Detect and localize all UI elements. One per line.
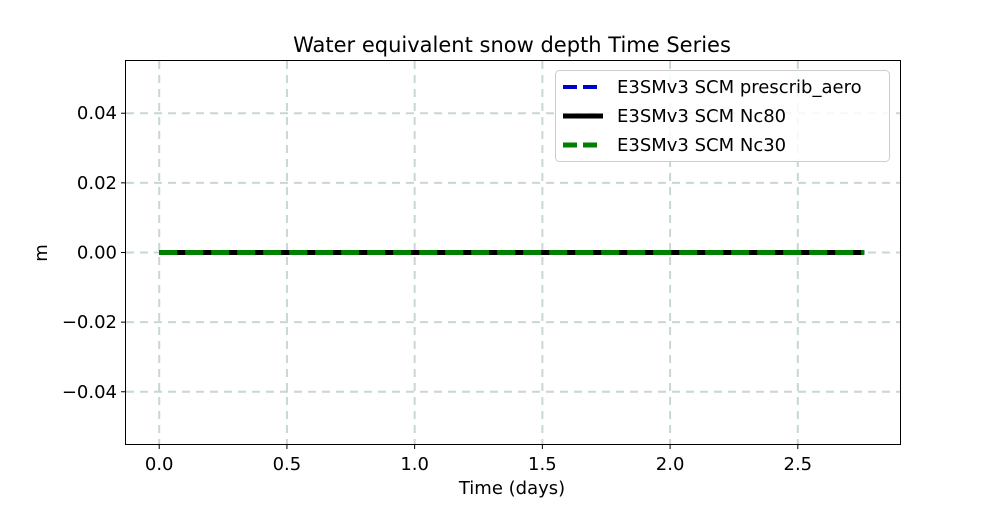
x-axis-label: Time (days) xyxy=(458,478,565,499)
y-tick-label: 0.00 xyxy=(77,243,117,264)
x-tick-label: 1.5 xyxy=(528,454,557,475)
x-tick-label: 2.0 xyxy=(656,454,685,475)
y-tick-label: −0.02 xyxy=(62,312,117,333)
legend: E3SMv3 SCM prescrib_aero E3SMv3 SCM Nc80 E… xyxy=(555,70,890,162)
x-tick-label: 0.5 xyxy=(273,454,302,475)
legend-label-1: E3SMv3 SCM prescrib_aero xyxy=(617,77,862,98)
y-tick-label: 0.02 xyxy=(77,173,117,194)
legend-box xyxy=(555,70,890,162)
x-tick-label: 0.0 xyxy=(145,454,174,475)
chart-title: Water equivalent snow depth Time Series xyxy=(293,33,731,57)
y-tick-label: −0.04 xyxy=(62,382,117,403)
y-tick-label: 0.04 xyxy=(77,103,117,124)
x-tick-label: 1.0 xyxy=(400,454,429,475)
x-tick-label: 2.5 xyxy=(784,454,813,475)
legend-label-2: E3SMv3 SCM Nc80 xyxy=(617,106,786,127)
legend-label-3: E3SMv3 SCM Nc30 xyxy=(617,135,786,156)
y-axis-label: m xyxy=(31,244,52,262)
axis-ticks: 0.0 0.5 1.0 1.5 2.0 2.5 0.04 0.02 0.00 −0.02 −0.04 xyxy=(62,103,812,475)
